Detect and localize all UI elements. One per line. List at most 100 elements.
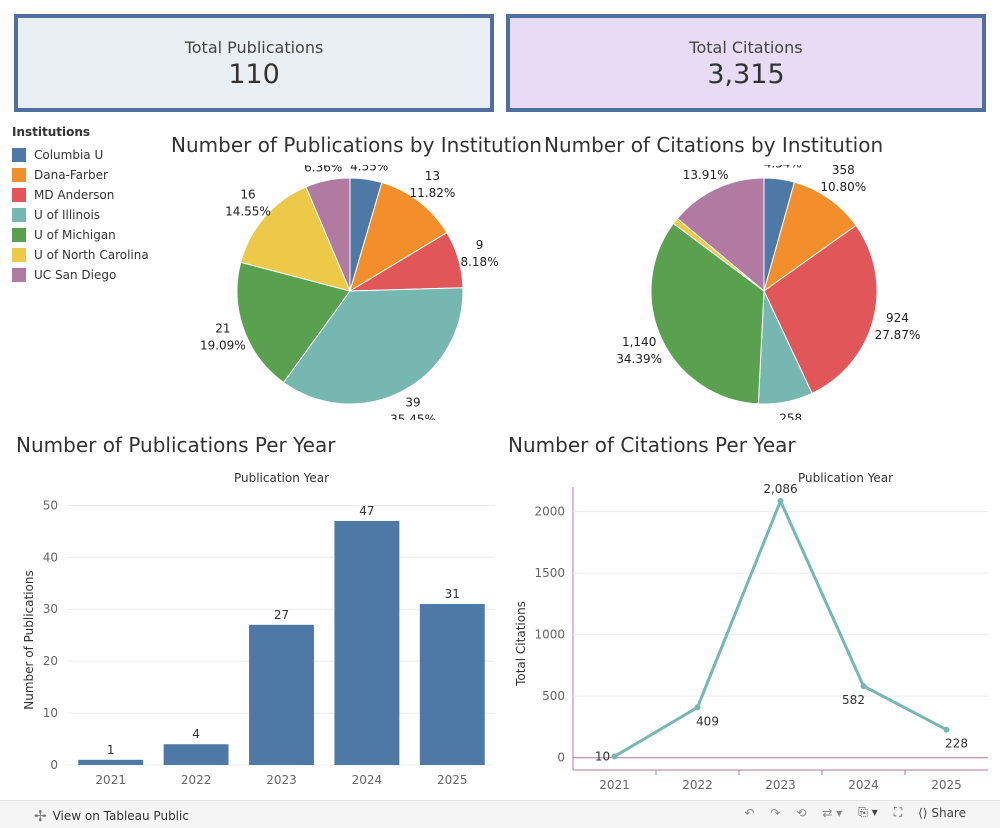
pie-slice[interactable] — [676, 177, 765, 293]
revert-icon[interactable]: ⟲ — [796, 805, 807, 820]
y-tick-label: 500 — [542, 689, 565, 703]
legend-label: Dana-Farber — [34, 168, 108, 182]
institutions-legend: Institutions Columbia U Dana-Farber MD And… — [12, 125, 149, 285]
share-label: Share — [931, 805, 966, 820]
legend-item[interactable]: U of Michigan — [12, 225, 149, 245]
fullscreen-icon[interactable]: ⛶ — [893, 805, 903, 819]
legend-item[interactable]: Dana-Farber — [12, 165, 149, 185]
legend-swatch — [12, 268, 26, 282]
total-citations-label: Total Citations — [689, 38, 803, 57]
x-tick-label: 2023 — [765, 778, 796, 792]
legend-label: U of Michigan — [34, 228, 116, 242]
bar-value-label: 47 — [359, 504, 374, 518]
bar[interactable] — [334, 520, 400, 765]
publications-bar-chart: Publication Year 0 10 20 30 40 50 Number of Pub… — [22, 471, 495, 787]
pub-bar-title: Number of Publications Per Year — [16, 433, 336, 457]
legend-label: U of Illinois — [34, 208, 101, 222]
bar-value-label: 31 — [445, 587, 460, 601]
legend-swatch — [12, 248, 26, 262]
x-tick-label: 2021 — [95, 773, 126, 787]
bar[interactable] — [419, 604, 485, 765]
point-value-label: 228 — [945, 737, 968, 751]
y-tick-label: 40 — [43, 550, 58, 564]
share-button[interactable]: ⟨⟩ Share — [918, 806, 966, 820]
x-tick-label: 2021 — [599, 778, 630, 792]
line-point[interactable] — [943, 726, 950, 733]
pie-slice[interactable] — [763, 181, 857, 293]
pie-pct-label: 19.09% — [200, 338, 246, 352]
y-tick-label: 0 — [50, 758, 58, 772]
pie-pct-label: 14.55% — [225, 205, 271, 219]
refresh-icon[interactable]: ⇄ ▾ — [822, 805, 843, 820]
pie-value-label: 924 — [886, 311, 909, 325]
pie-slice[interactable] — [240, 186, 351, 292]
cit-pie-title: Number of Citations by Institution — [544, 133, 884, 157]
download-icon[interactable]: ⎘ ▾ — [858, 805, 878, 819]
bar-value-label: 1 — [107, 743, 115, 757]
footer-toolbar: ↶ ↷ ⟲ ⇄ ▾ ⎘ ▾ ⛶ ⟨⟩ Share — [744, 805, 966, 820]
bar-value-label: 27 — [274, 608, 289, 622]
legend-label: Columbia U — [34, 148, 104, 162]
legend-title: Institutions — [12, 125, 91, 139]
line-point[interactable] — [694, 704, 701, 711]
line-point[interactable] — [860, 683, 867, 690]
pie-value-label: 358 — [832, 165, 855, 177]
redo-icon[interactable]: ↷ — [770, 805, 781, 820]
citations-line[interactable] — [613, 499, 948, 758]
point-value-label: 582 — [842, 693, 865, 707]
legend-swatch — [12, 228, 26, 242]
legend-swatch — [12, 188, 26, 202]
cit-line-title: Number of Citations Per Year — [508, 433, 796, 457]
pie-slice[interactable] — [305, 177, 351, 292]
x-tick-label: 2025 — [931, 778, 962, 792]
total-publications-card: Total Publications 110 — [14, 14, 494, 112]
pie-slice[interactable] — [763, 224, 878, 394]
undo-icon[interactable]: ↶ — [744, 805, 755, 820]
bar[interactable] — [163, 744, 229, 765]
pie-slice[interactable] — [282, 287, 464, 405]
bar[interactable] — [78, 759, 144, 765]
bar-value-label: 4 — [192, 727, 200, 741]
pie-pct-label: 35.45% — [390, 412, 436, 420]
legend-item[interactable]: Columbia U — [12, 145, 149, 165]
total-publications-label: Total Publications — [184, 38, 324, 57]
y-tick-label: 1500 — [534, 566, 565, 580]
view-on-tableau-label: View on Tableau Public — [52, 809, 189, 823]
pie-slice[interactable] — [349, 181, 448, 293]
tableau-logo-icon: ✢ — [34, 807, 47, 825]
pie-pct-label: 13.91% — [683, 168, 729, 182]
tableau-footer: ✢ View on Tableau Public ↶ ↷ ⟲ ⇄ ▾ ⎘ ▾ ⛶… — [0, 800, 1000, 828]
x-tick-label: 2025 — [437, 773, 468, 787]
pie-pct-label: 4.55% — [350, 165, 388, 173]
publications-pie-chart: 54.55%1311.82%98.18%3935.45%2119.09%1614… — [200, 165, 499, 420]
pie-pct-label: 27.87% — [875, 328, 921, 342]
legend-item[interactable]: U of North Carolina — [12, 245, 149, 265]
legend-item[interactable]: UC San Diego — [12, 265, 149, 285]
pub-pie-title: Number of Publications by Institution — [171, 133, 542, 157]
bar[interactable] — [249, 624, 314, 765]
y-tick-label: 1000 — [534, 628, 565, 642]
view-on-tableau-link[interactable]: ✢ View on Tableau Public — [34, 807, 189, 825]
line-point[interactable] — [611, 753, 618, 760]
legend-label: MD Anderson — [34, 188, 115, 202]
pie-value-label: 39 — [405, 395, 420, 409]
y-tick-label: 2000 — [534, 505, 565, 519]
pie-pct-label: 8.18% — [460, 255, 498, 269]
y-tick-label: 10 — [43, 706, 58, 720]
pie-slice[interactable] — [650, 222, 765, 405]
share-icon: ⟨⟩ — [918, 805, 928, 820]
line-point[interactable] — [777, 498, 784, 505]
pie-slice[interactable] — [236, 261, 351, 384]
legend-item[interactable]: MD Anderson — [12, 185, 149, 205]
pie-pct-label: 11.82% — [410, 186, 456, 200]
x-tick-label: 2022 — [181, 773, 212, 787]
y-tick-label: 20 — [43, 654, 58, 668]
pie-value-label: 258 — [779, 411, 802, 420]
x-tick-label: 2023 — [266, 773, 297, 787]
pie-value-label: 13 — [425, 169, 440, 183]
legend-item[interactable]: U of Illinois — [12, 205, 149, 225]
x-tick-label: 2022 — [682, 778, 713, 792]
pie-value-label: 9 — [476, 238, 484, 252]
citations-pie-chart: 1444.34%35810.80%92427.87%2587.78%1,1403… — [616, 165, 921, 420]
point-value-label: 2,086 — [763, 482, 797, 496]
